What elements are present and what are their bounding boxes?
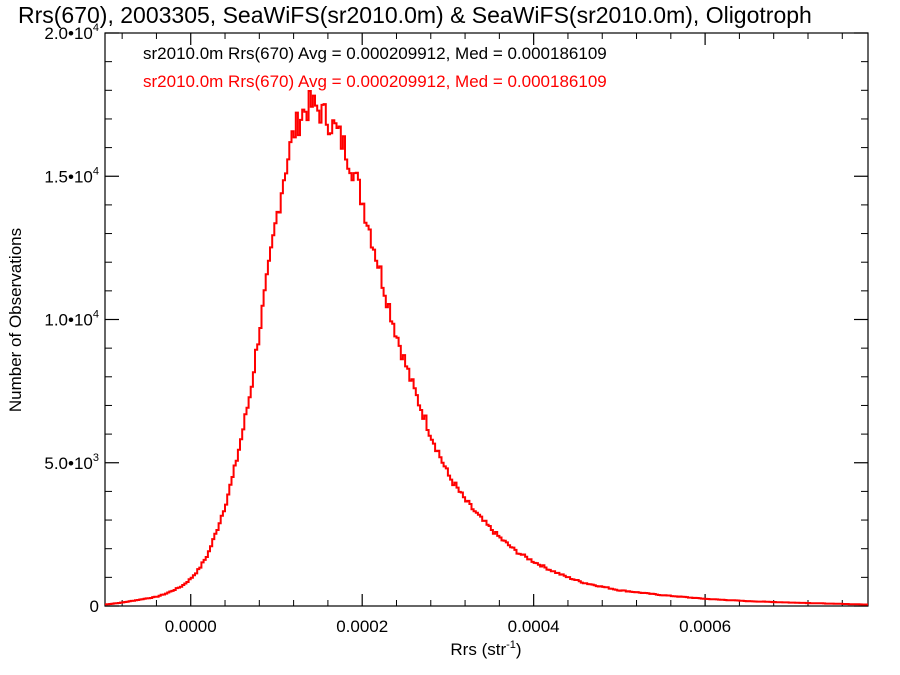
y-tick-label: 1.5•104 — [44, 165, 99, 186]
y-axis-label: Number of Observations — [6, 228, 25, 412]
x-tick-label: 0.0004 — [508, 617, 560, 636]
x-tick-label: 0.0000 — [165, 617, 217, 636]
y-tick-label: 1.0•104 — [44, 309, 99, 330]
series-line — [105, 90, 868, 606]
x-tick-label: 0.0002 — [336, 617, 388, 636]
chart-title: Rrs(670), 2003305, SeaWiFS(sr2010.0m) & … — [18, 2, 812, 28]
annotations: sr2010.0m Rrs(670) Avg = 0.000209912, Me… — [143, 44, 607, 91]
y-tick-label: 0 — [90, 597, 99, 616]
y-tick-label: 5.0•103 — [44, 452, 99, 473]
annotation-1: sr2010.0m Rrs(670) Avg = 0.000209912, Me… — [143, 44, 607, 63]
x-axis-label: Rrs (str-1) — [450, 639, 521, 659]
annotation-2: sr2010.0m Rrs(670) Avg = 0.000209912, Me… — [143, 72, 607, 91]
x-tick-label: 0.0006 — [679, 617, 731, 636]
x-axis-ticks: 0.0000 0.0002 0.0004 0.0006 — [121, 33, 843, 636]
y-axis-ticks: 0 5.0•103 1.0•104 1.5•104 2.0•104 — [44, 22, 868, 616]
y-tick-label: 2.0•104 — [44, 22, 99, 43]
